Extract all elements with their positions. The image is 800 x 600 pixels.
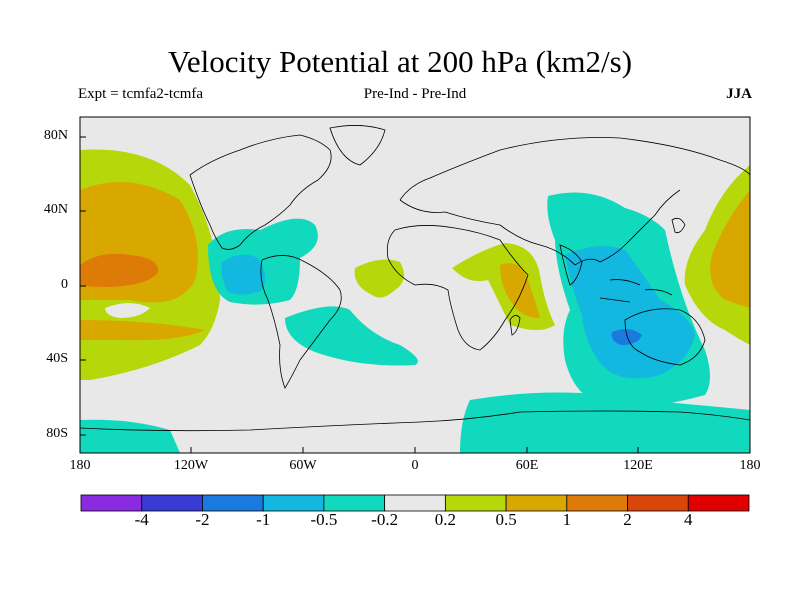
coast-south-america — [260, 255, 342, 389]
coast-greenland — [329, 125, 386, 166]
colorbar-swatch — [687, 494, 750, 512]
contour-antarctic-band — [80, 419, 180, 453]
colorbar-swatch — [627, 494, 689, 512]
colorbar-label: 4 — [684, 510, 693, 529]
lat-tick-0: 0 — [61, 277, 68, 292]
season-label: JJA — [726, 86, 752, 102]
contour-pacific-positive-core — [80, 253, 159, 287]
colorbar-swatch — [80, 494, 143, 512]
colorbar-label: 0.2 — [434, 510, 456, 529]
colorbar-swatch — [141, 494, 203, 512]
lat-tick-80s: 80S — [46, 426, 68, 441]
colorbar-label: -0.2 — [371, 510, 399, 529]
colorbar-label: -4 — [134, 510, 149, 529]
lon-tick-180w: 180 — [69, 458, 91, 473]
coast-madagascar — [509, 315, 521, 336]
colorbar-label: 0.5 — [495, 510, 517, 529]
contour-west-africa — [354, 259, 404, 298]
lon-tick-120w: 120W — [173, 458, 209, 473]
contour-indo-pacific-inner — [565, 246, 695, 379]
axis-ticks — [79, 136, 751, 453]
lat-tick-40n: 40N — [43, 202, 68, 217]
coast-antarctica — [80, 410, 750, 432]
colorbar-label: -0.5 — [310, 510, 338, 529]
shaded-contours — [80, 149, 750, 453]
contour-east-africa-inner — [500, 263, 540, 318]
experiment-label: Expt = tcmfa2-tcmfa — [78, 86, 204, 102]
colorbar-label: 2 — [623, 510, 632, 529]
map-title: Velocity Potential at 200 hPa (km2/s) — [167, 44, 633, 79]
contour-antarctic-band-east — [460, 392, 750, 453]
lat-tick-80n: 80N — [43, 128, 68, 143]
colorbar-swatch — [202, 494, 264, 512]
contour-west-pacific-inner — [710, 190, 750, 308]
coast-japan — [671, 217, 686, 234]
contour-south-atlantic — [285, 306, 418, 366]
colorbar-label: -2 — [195, 510, 210, 529]
lon-tick-180e: 180 — [739, 458, 761, 473]
comparison-label: Pre-Ind - Pre-Ind — [363, 86, 467, 102]
colorbar-swatch — [323, 494, 386, 512]
colorbar-swatch — [444, 494, 507, 512]
colorbar-swatch — [262, 494, 325, 512]
lon-tick-60w: 60W — [289, 458, 317, 473]
contour-pacific-hole — [105, 303, 150, 318]
contour-australia-core — [611, 329, 642, 345]
coast-eurasia — [399, 137, 750, 266]
coast-india — [559, 244, 583, 286]
contour-central-america-inner — [221, 254, 266, 295]
coast-africa — [386, 225, 529, 351]
colorbar-swatch — [505, 494, 568, 512]
lat-tick-40s: 40S — [46, 351, 68, 366]
contour-pacific-lower-band — [80, 320, 205, 341]
colorbar-swatch — [384, 494, 446, 512]
colorbar-label: -1 — [256, 510, 271, 529]
coastlines — [80, 125, 750, 432]
lon-tick-120e: 120E — [623, 458, 653, 473]
coast-australia — [624, 308, 706, 366]
colorbar-swatch — [566, 494, 628, 512]
lon-tick-0: 0 — [411, 458, 419, 473]
coast-north-america — [189, 134, 332, 250]
coast-maritime-continent — [599, 279, 673, 303]
colorbar-label: 1 — [562, 510, 572, 529]
lon-tick-60e: 60E — [515, 458, 539, 473]
